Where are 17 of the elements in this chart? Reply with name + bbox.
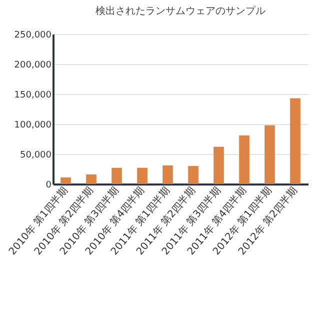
bar xyxy=(264,125,275,184)
y-tick-label: 150,000 xyxy=(14,90,52,100)
bar xyxy=(214,146,224,184)
y-tick-label: 50,000 xyxy=(20,150,52,160)
bar xyxy=(239,135,250,184)
y-tick-label: 250,000 xyxy=(14,30,52,40)
bar xyxy=(86,174,96,184)
y-tick-label: 0 xyxy=(46,180,52,190)
bar xyxy=(162,165,173,184)
chart-title: 検出されたランサムウェアのサンプル xyxy=(96,5,266,17)
bar xyxy=(137,168,148,184)
y-tick-label: 200,000 xyxy=(14,60,52,70)
bar xyxy=(188,166,198,184)
bar xyxy=(112,168,122,184)
bar xyxy=(60,177,71,184)
bar xyxy=(290,98,300,184)
y-tick-label: 100,000 xyxy=(14,120,52,130)
